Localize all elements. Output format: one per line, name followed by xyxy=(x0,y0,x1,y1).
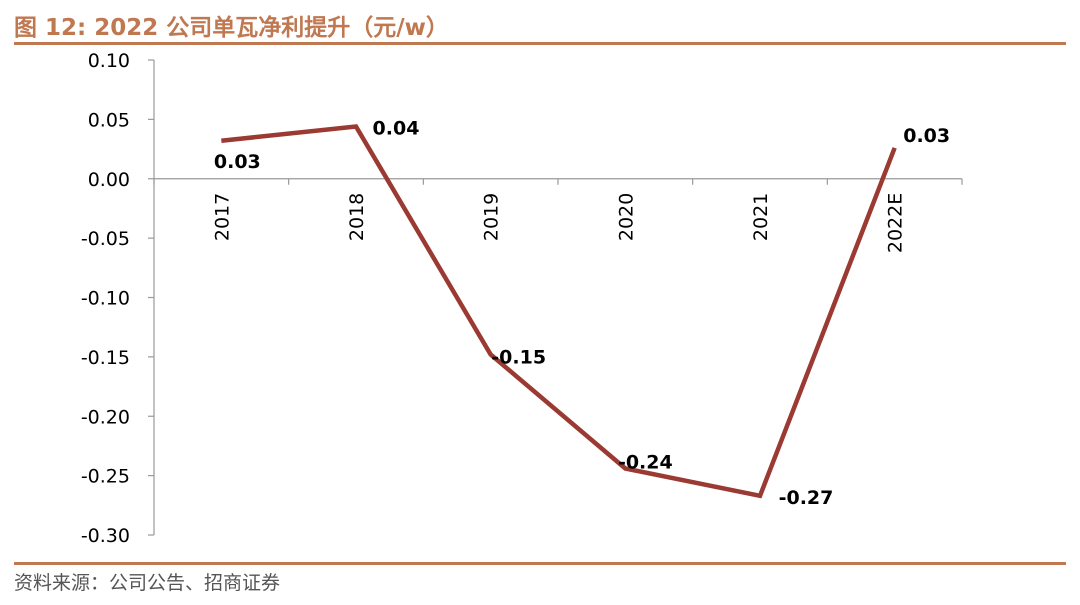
data-labels: 0.03 0.04 -0.15 -0.24 -0.27 0.03 xyxy=(214,118,950,509)
x-tick-label: 2019 xyxy=(481,193,503,241)
y-tick-label: 0.05 xyxy=(88,109,130,131)
y-tick-label: -0.15 xyxy=(81,347,130,369)
data-label: -0.27 xyxy=(779,487,834,509)
y-tick-label: -0.25 xyxy=(81,466,130,488)
y-axis: 0.10 0.05 0.00 -0.05 -0.10 -0.15 -0.20 -0.25 -0.… xyxy=(81,50,155,547)
source-note: 资料来源：公司公告、招商证券 xyxy=(14,572,281,594)
y-tick-label: -0.20 xyxy=(81,406,130,428)
y-tick-label: -0.30 xyxy=(81,525,130,547)
y-tick-label: 0.10 xyxy=(88,50,130,72)
series-line-group xyxy=(221,124,897,499)
x-tick-label: 2021 xyxy=(750,193,772,241)
source-divider xyxy=(14,562,1066,565)
data-label: -0.24 xyxy=(618,452,673,474)
data-label: 0.04 xyxy=(373,118,420,140)
data-label: -0.15 xyxy=(491,347,546,369)
page-title: 图 12: 2022 公司单瓦净利提升（元/w） xyxy=(14,15,449,41)
y-tick-label: -0.05 xyxy=(81,228,130,250)
series-line xyxy=(221,124,897,499)
x-tick-label: 2018 xyxy=(346,193,368,241)
title-divider xyxy=(14,42,1066,45)
y-tick-label: -0.10 xyxy=(81,288,130,310)
data-label: 0.03 xyxy=(214,151,261,173)
x-axis: 2017 2018 2019 2020 2021 2022E xyxy=(153,178,963,253)
data-label: 0.03 xyxy=(903,125,950,147)
x-tick-label: 2020 xyxy=(615,193,637,241)
x-tick-label: 2017 xyxy=(211,193,233,241)
x-tick-label: 2022E xyxy=(885,193,907,253)
y-tick-label: 0.00 xyxy=(88,169,130,191)
